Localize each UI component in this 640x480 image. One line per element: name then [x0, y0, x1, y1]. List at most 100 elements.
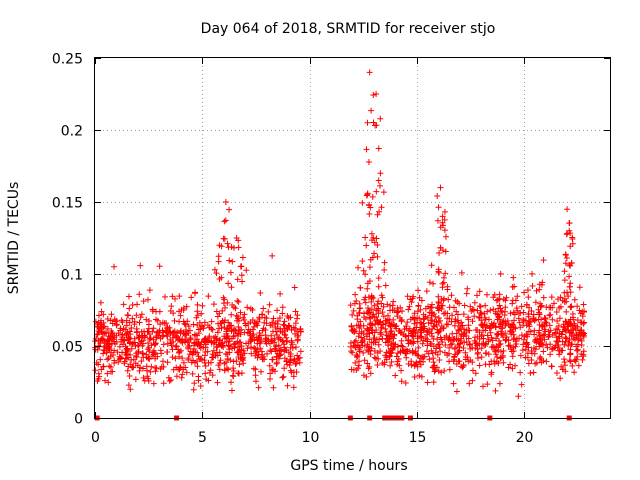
data-point [509, 365, 516, 372]
data-point [281, 327, 288, 334]
data-point [466, 327, 473, 334]
data-point [163, 320, 170, 327]
data-point [580, 333, 587, 340]
data-point [488, 334, 495, 341]
data-point [576, 307, 583, 314]
data-point [530, 344, 537, 351]
data-point [537, 303, 544, 310]
data-point [424, 336, 431, 343]
data-point [441, 216, 448, 223]
data-point [354, 365, 361, 372]
data-point [201, 359, 208, 366]
data-point [454, 311, 461, 318]
data-point [569, 322, 576, 329]
data-point [411, 315, 418, 322]
data-point [282, 346, 289, 353]
data-point [404, 293, 411, 300]
data-point [237, 339, 244, 346]
data-point [569, 362, 576, 369]
data-point [229, 372, 236, 379]
data-point [159, 319, 166, 326]
data-point [279, 310, 286, 317]
x-tick-label: 20 [516, 430, 534, 446]
data-point [476, 313, 483, 320]
data-point [347, 302, 354, 309]
data-point [375, 305, 382, 312]
data-point [104, 356, 111, 363]
data-point [409, 328, 416, 335]
data-point [233, 312, 240, 319]
data-point [468, 308, 475, 315]
data-point [435, 315, 442, 322]
data-point [202, 370, 209, 377]
data-point [374, 301, 381, 308]
data-point [367, 351, 374, 358]
data-point [204, 322, 211, 329]
data-point [169, 354, 176, 361]
data-point [248, 344, 255, 351]
data-point [191, 380, 198, 387]
data-point [140, 354, 147, 361]
data-point [430, 343, 437, 350]
data-point [539, 279, 546, 286]
data-point [230, 373, 237, 380]
data-point [194, 336, 201, 343]
data-point [367, 370, 374, 377]
data-point [274, 318, 281, 325]
data-point [198, 322, 205, 329]
data-point [249, 307, 256, 314]
data-point [439, 213, 446, 220]
data-point [111, 316, 118, 323]
data-point [274, 359, 281, 366]
data-point [370, 339, 377, 346]
data-point [126, 319, 133, 326]
data-point [540, 257, 547, 264]
data-point [208, 318, 215, 325]
data-point [548, 294, 555, 301]
x-tick-label: 10 [302, 430, 320, 446]
data-point [493, 343, 500, 350]
data-point [251, 337, 258, 344]
data-point [268, 348, 275, 355]
data-point [461, 329, 468, 336]
data-point [496, 341, 503, 348]
data-point [472, 370, 479, 377]
data-point [547, 341, 554, 348]
data-point [445, 336, 452, 343]
data-point [197, 326, 204, 333]
data-point [111, 332, 118, 339]
data-point [169, 293, 176, 300]
y-tick-label: 0.25 [52, 52, 83, 68]
data-point [143, 316, 150, 323]
data-point [192, 359, 199, 366]
data-point [451, 354, 458, 361]
data-point [228, 379, 235, 386]
data-point [498, 308, 505, 315]
data-point [489, 337, 496, 344]
data-point [234, 297, 241, 304]
data-point [195, 377, 202, 384]
data-point [214, 344, 221, 351]
data-point [374, 211, 381, 218]
data-point [217, 357, 224, 364]
data-point [126, 339, 133, 346]
data-point [434, 217, 441, 224]
data-point [458, 335, 465, 342]
data-point [485, 351, 492, 358]
data-point [146, 287, 153, 294]
data-point [169, 346, 176, 353]
data-point [573, 334, 580, 341]
data-point [446, 358, 453, 365]
data-point [374, 242, 381, 249]
y-axis-label: SRMTID / TECUs [6, 182, 22, 295]
data-point [547, 311, 554, 318]
data-point [568, 304, 575, 311]
data-point [567, 358, 574, 365]
data-point [557, 294, 564, 301]
data-point [512, 325, 519, 332]
data-point [359, 199, 366, 206]
data-point [492, 351, 499, 358]
data-point [426, 309, 433, 316]
data-point [515, 315, 522, 322]
